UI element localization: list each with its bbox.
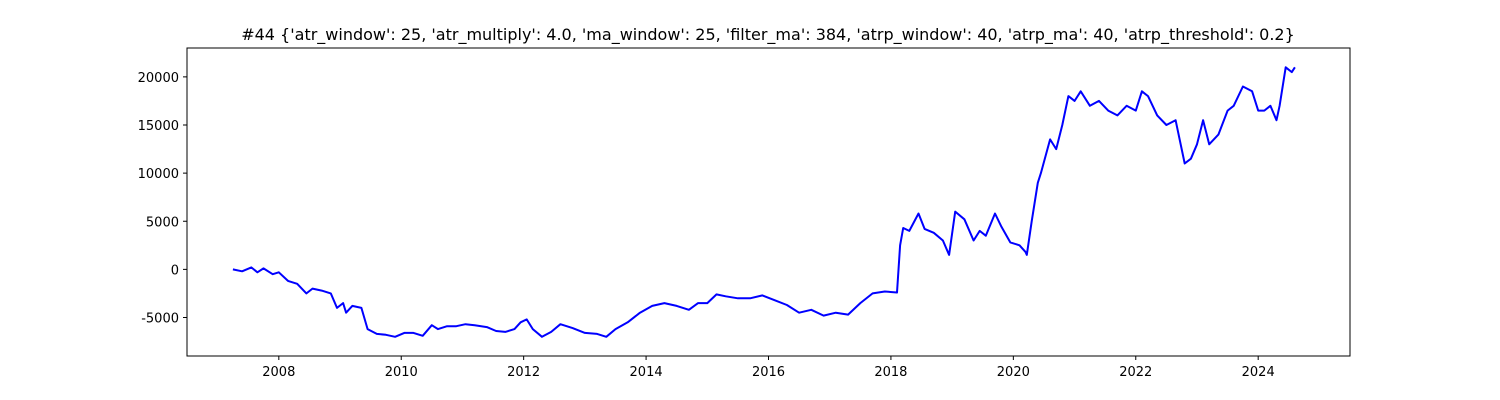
y-tick-label: 0 [171,263,179,278]
y-tick-label: 5000 [146,215,179,230]
x-tick-label: 2012 [507,365,540,380]
y-tick-label: 10000 [138,167,179,182]
equity-curve-line [232,66,1296,338]
y-tick-label: 20000 [138,71,179,86]
y-tick-label: -5000 [141,312,179,327]
x-tick-label: 2008 [262,365,295,380]
x-tick-label: 2010 [385,365,418,380]
x-tick-label: 2018 [874,365,907,380]
x-tick-label: 2024 [1242,365,1275,380]
chart-title: #44 {'atr_window': 25, 'atr_multiply': 4… [241,25,1295,45]
x-tick-label: 2016 [752,365,785,380]
y-tick-label: 15000 [138,119,179,134]
x-tick-label: 2020 [997,365,1030,380]
x-axis: 2008 2010 2012 2014 2016 2018 2020 2022 2024 [262,356,1275,380]
x-tick-label: 2022 [1119,365,1152,380]
x-tick-label: 2014 [630,365,663,380]
y-axis: -5000 0 5000 10000 15000 20000 [138,71,187,327]
